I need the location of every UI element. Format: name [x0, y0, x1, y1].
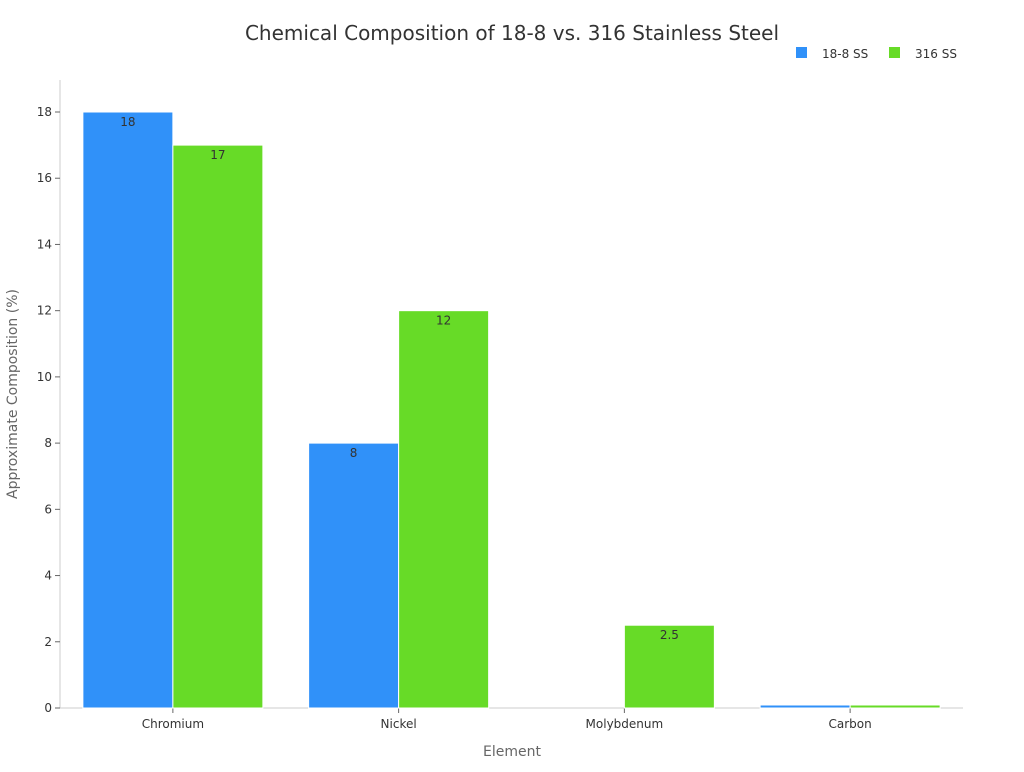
x-tick-label: Nickel [381, 717, 417, 731]
legend-swatch [889, 47, 900, 58]
bar-18-8-ss [308, 442, 400, 709]
x-tick-label: Molybdenum [586, 717, 664, 731]
legend-label: 316 SS [915, 47, 957, 61]
bar-316-ss [398, 310, 490, 709]
y-tick-label: 14 [37, 237, 52, 251]
bar-316-ss [172, 144, 264, 709]
bar-18-8-ss [82, 111, 174, 709]
y-tick-label: 12 [37, 304, 52, 318]
bar-316-ss [623, 624, 715, 709]
bar-18-8-ss [759, 704, 851, 709]
y-tick-label: 0 [44, 701, 52, 715]
x-axis-label: Element [483, 744, 541, 760]
y-tick-label: 2 [44, 635, 52, 649]
data-label: 18 [120, 115, 135, 129]
data-label: 17 [210, 148, 225, 162]
x-tick-label: Carbon [829, 717, 872, 731]
y-tick-label: 4 [44, 569, 52, 583]
legend-swatch [796, 47, 807, 58]
y-axis-label: Approximate Composition (%) [5, 289, 21, 499]
x-tick-label: Chromium [142, 717, 204, 731]
y-tick-label: 10 [37, 370, 52, 384]
y-tick-label: 18 [37, 105, 52, 119]
legend-label: 18-8 SS [822, 47, 868, 61]
y-tick-label: 8 [44, 436, 52, 450]
bar-316-ss [849, 704, 941, 709]
data-label: 12 [436, 314, 451, 328]
chart-title: Chemical Composition of 18-8 vs. 316 Sta… [245, 21, 779, 45]
y-tick-label: 16 [37, 171, 52, 185]
y-tick-label: 6 [44, 502, 52, 516]
data-label: 8 [350, 446, 358, 460]
data-label: 2.5 [660, 628, 679, 642]
